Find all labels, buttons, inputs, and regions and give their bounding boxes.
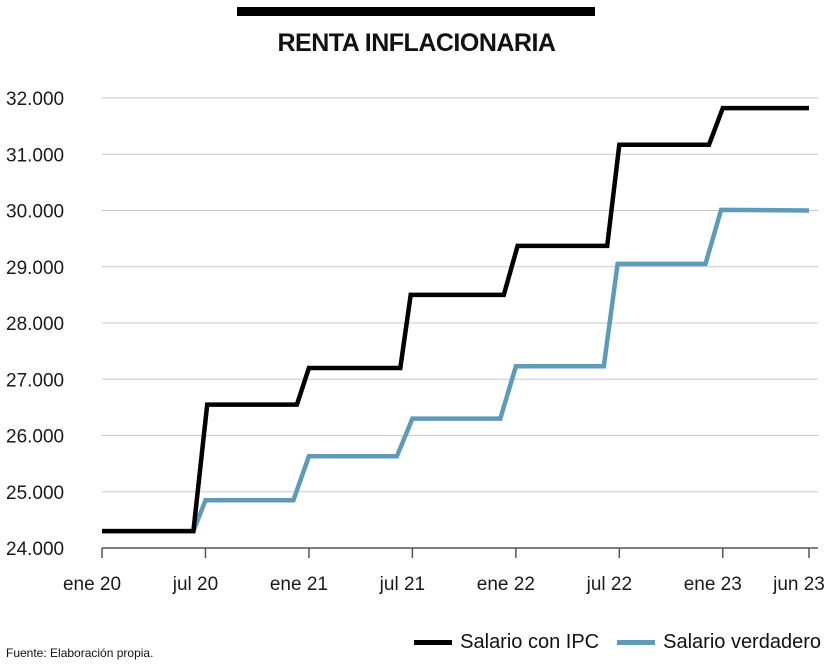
- x-tick-label: jun 23: [772, 574, 825, 595]
- y-tick-label: 31.000: [6, 145, 64, 166]
- y-tick-label: 30.000: [6, 202, 64, 223]
- legend-item-series-2: Salario verdadero: [617, 631, 821, 654]
- chart-title: RENTA INFLACIONARIA: [277, 29, 556, 57]
- y-tick-label: 28.000: [6, 314, 64, 335]
- x-tick-label: jul 20: [172, 574, 218, 595]
- legend-item-series-1: Salario con IPC: [414, 631, 599, 654]
- source-note: Fuente: Elaboración propia.: [6, 646, 154, 660]
- y-tick-label: 27.000: [6, 370, 64, 391]
- series-line-2: [102, 207, 810, 534]
- series-lines: [102, 105, 810, 534]
- x-axis: ene 20 jul 20 ene 21 jul 21 ene 22 jul 22 ene …: [63, 547, 825, 595]
- series-line-1: [102, 105, 809, 534]
- legend-label: Salario con IPC: [460, 631, 600, 653]
- x-tick-label: ene 20: [63, 574, 121, 595]
- x-tick-label: ene 21: [270, 574, 328, 595]
- gridlines: [102, 97, 818, 493]
- x-tick-label: ene 23: [684, 574, 742, 595]
- x-tick-label: ene 22: [477, 574, 535, 595]
- y-axis-ticks: 24.000 25.000 26.000 27.000 28.000 29.000 30.0…: [6, 89, 64, 560]
- y-tick-label: 25.000: [6, 483, 64, 504]
- y-tick-label: 24.000: [6, 539, 64, 560]
- x-tick-label: jul 21: [379, 574, 425, 595]
- title-bar-decoration: [237, 7, 595, 16]
- legend: Salario con IPC Salario verdadero: [396, 631, 821, 654]
- y-tick-label: 32.000: [6, 89, 64, 110]
- line-chart: 24.000 25.000 26.000 27.000 28.000 29.000 30.0…: [6, 89, 825, 595]
- y-tick-label: 26.000: [6, 427, 64, 448]
- x-tick-label: jul 22: [586, 574, 632, 595]
- legend-swatch: [414, 640, 453, 645]
- y-tick-label: 29.000: [6, 258, 64, 279]
- legend-label: Salario verdadero: [663, 631, 821, 653]
- legend-swatch: [617, 640, 656, 645]
